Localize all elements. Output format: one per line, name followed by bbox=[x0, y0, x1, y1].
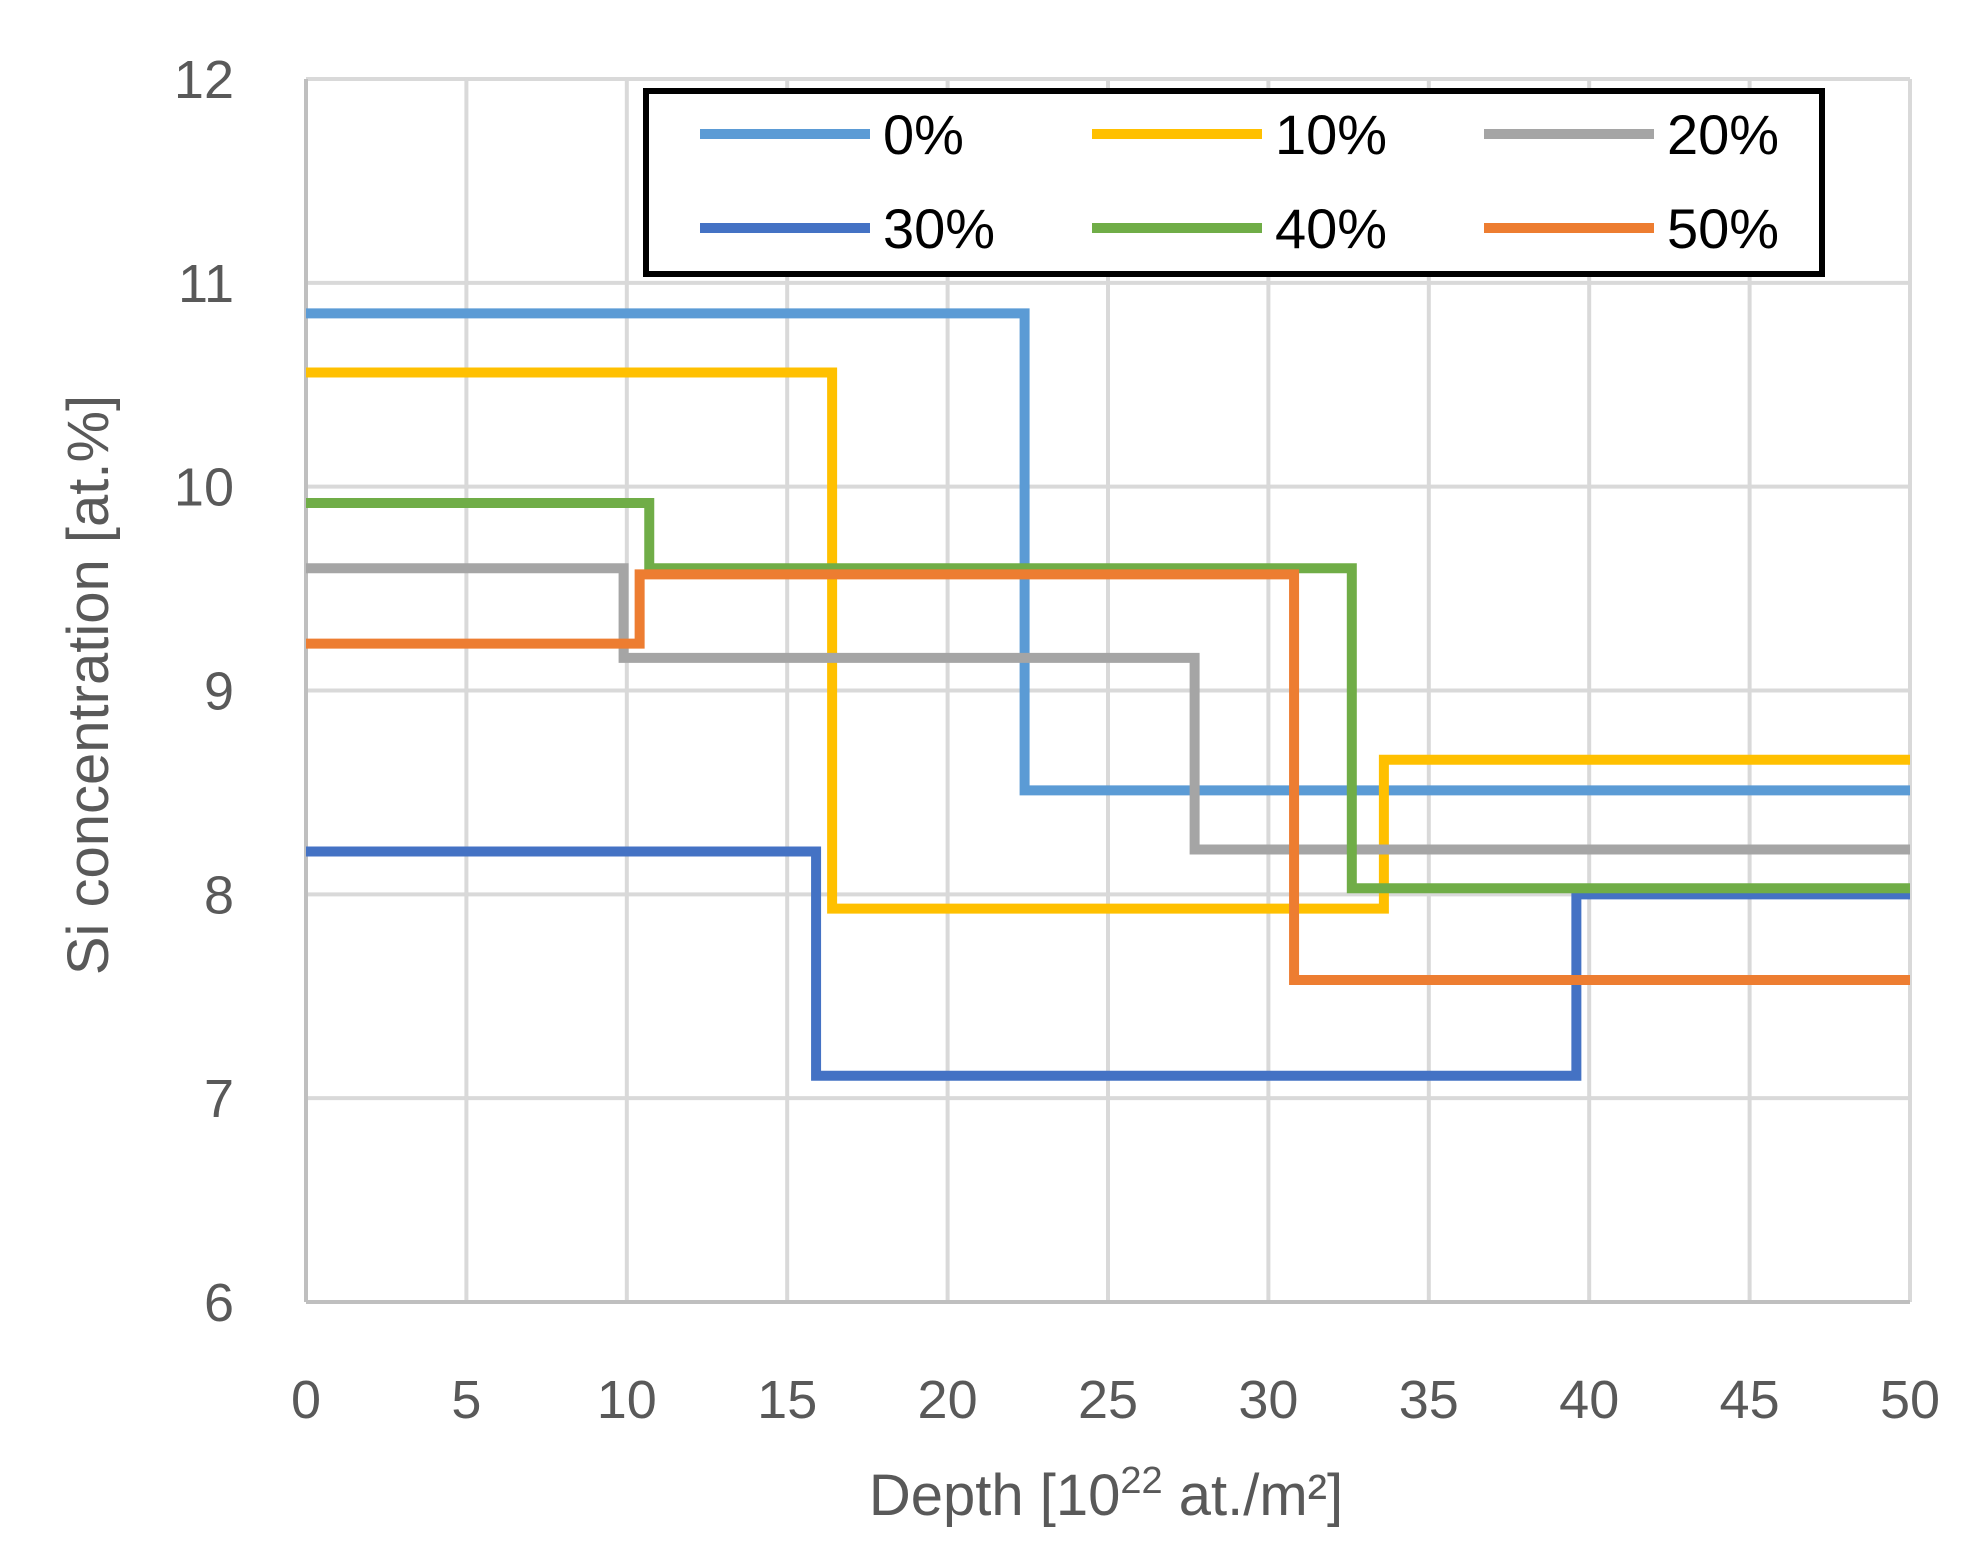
legend-label: 20% bbox=[1667, 103, 1779, 166]
y-tick-label: 6 bbox=[204, 1273, 234, 1333]
legend-label: 40% bbox=[1275, 197, 1387, 260]
y-tick-label: 8 bbox=[204, 865, 234, 925]
series-line-50pct bbox=[306, 569, 1910, 985]
grid bbox=[306, 77, 1912, 1302]
series-line-10pct bbox=[306, 367, 1910, 914]
legend-label: 0% bbox=[883, 103, 964, 166]
x-tick-label: 35 bbox=[1399, 1370, 1459, 1430]
axes bbox=[304, 79, 1910, 1304]
legend: 0% 10% 20% 30% 40% 50% bbox=[643, 88, 1825, 277]
x-tick-label: 50 bbox=[1880, 1370, 1940, 1430]
legend-label: 30% bbox=[883, 197, 995, 260]
legend-label: 10% bbox=[1275, 103, 1387, 166]
legend-label: 50% bbox=[1667, 197, 1779, 260]
y-tick-label: 12 bbox=[174, 50, 234, 110]
y-tick-label: 9 bbox=[204, 662, 234, 722]
y-tick-label: 7 bbox=[204, 1069, 234, 1129]
series-line-30pct bbox=[306, 846, 1910, 1081]
y-axis-title: Si concentration [at.%] bbox=[56, 395, 121, 975]
x-tick-label: 40 bbox=[1559, 1370, 1619, 1430]
series-line-20pct bbox=[306, 563, 1910, 855]
y-tick-label: 11 bbox=[178, 254, 234, 314]
x-tick-label: 30 bbox=[1238, 1370, 1298, 1430]
y-tick-label: 10 bbox=[174, 458, 234, 518]
x-tick-label: 15 bbox=[757, 1370, 817, 1430]
tick-labels: 6 7 8 9 10 11 12 0 5 10 15 20 25 30 35 40 45 50 bbox=[174, 50, 1940, 1430]
x-tick-label: 10 bbox=[597, 1370, 657, 1430]
x-tick-label: 0 bbox=[291, 1370, 321, 1430]
series-line-0pct bbox=[306, 308, 1910, 796]
x-tick-label: 25 bbox=[1078, 1370, 1138, 1430]
x-axis-title: Depth [1022 at./m²] bbox=[869, 1460, 1343, 1528]
x-tick-label: 20 bbox=[918, 1370, 978, 1430]
x-tick-label: 5 bbox=[451, 1370, 481, 1430]
series-line-40pct bbox=[306, 497, 1910, 894]
legend-box bbox=[643, 88, 1825, 277]
x-tick-label: 45 bbox=[1720, 1370, 1780, 1430]
series-lines bbox=[306, 308, 1910, 1081]
